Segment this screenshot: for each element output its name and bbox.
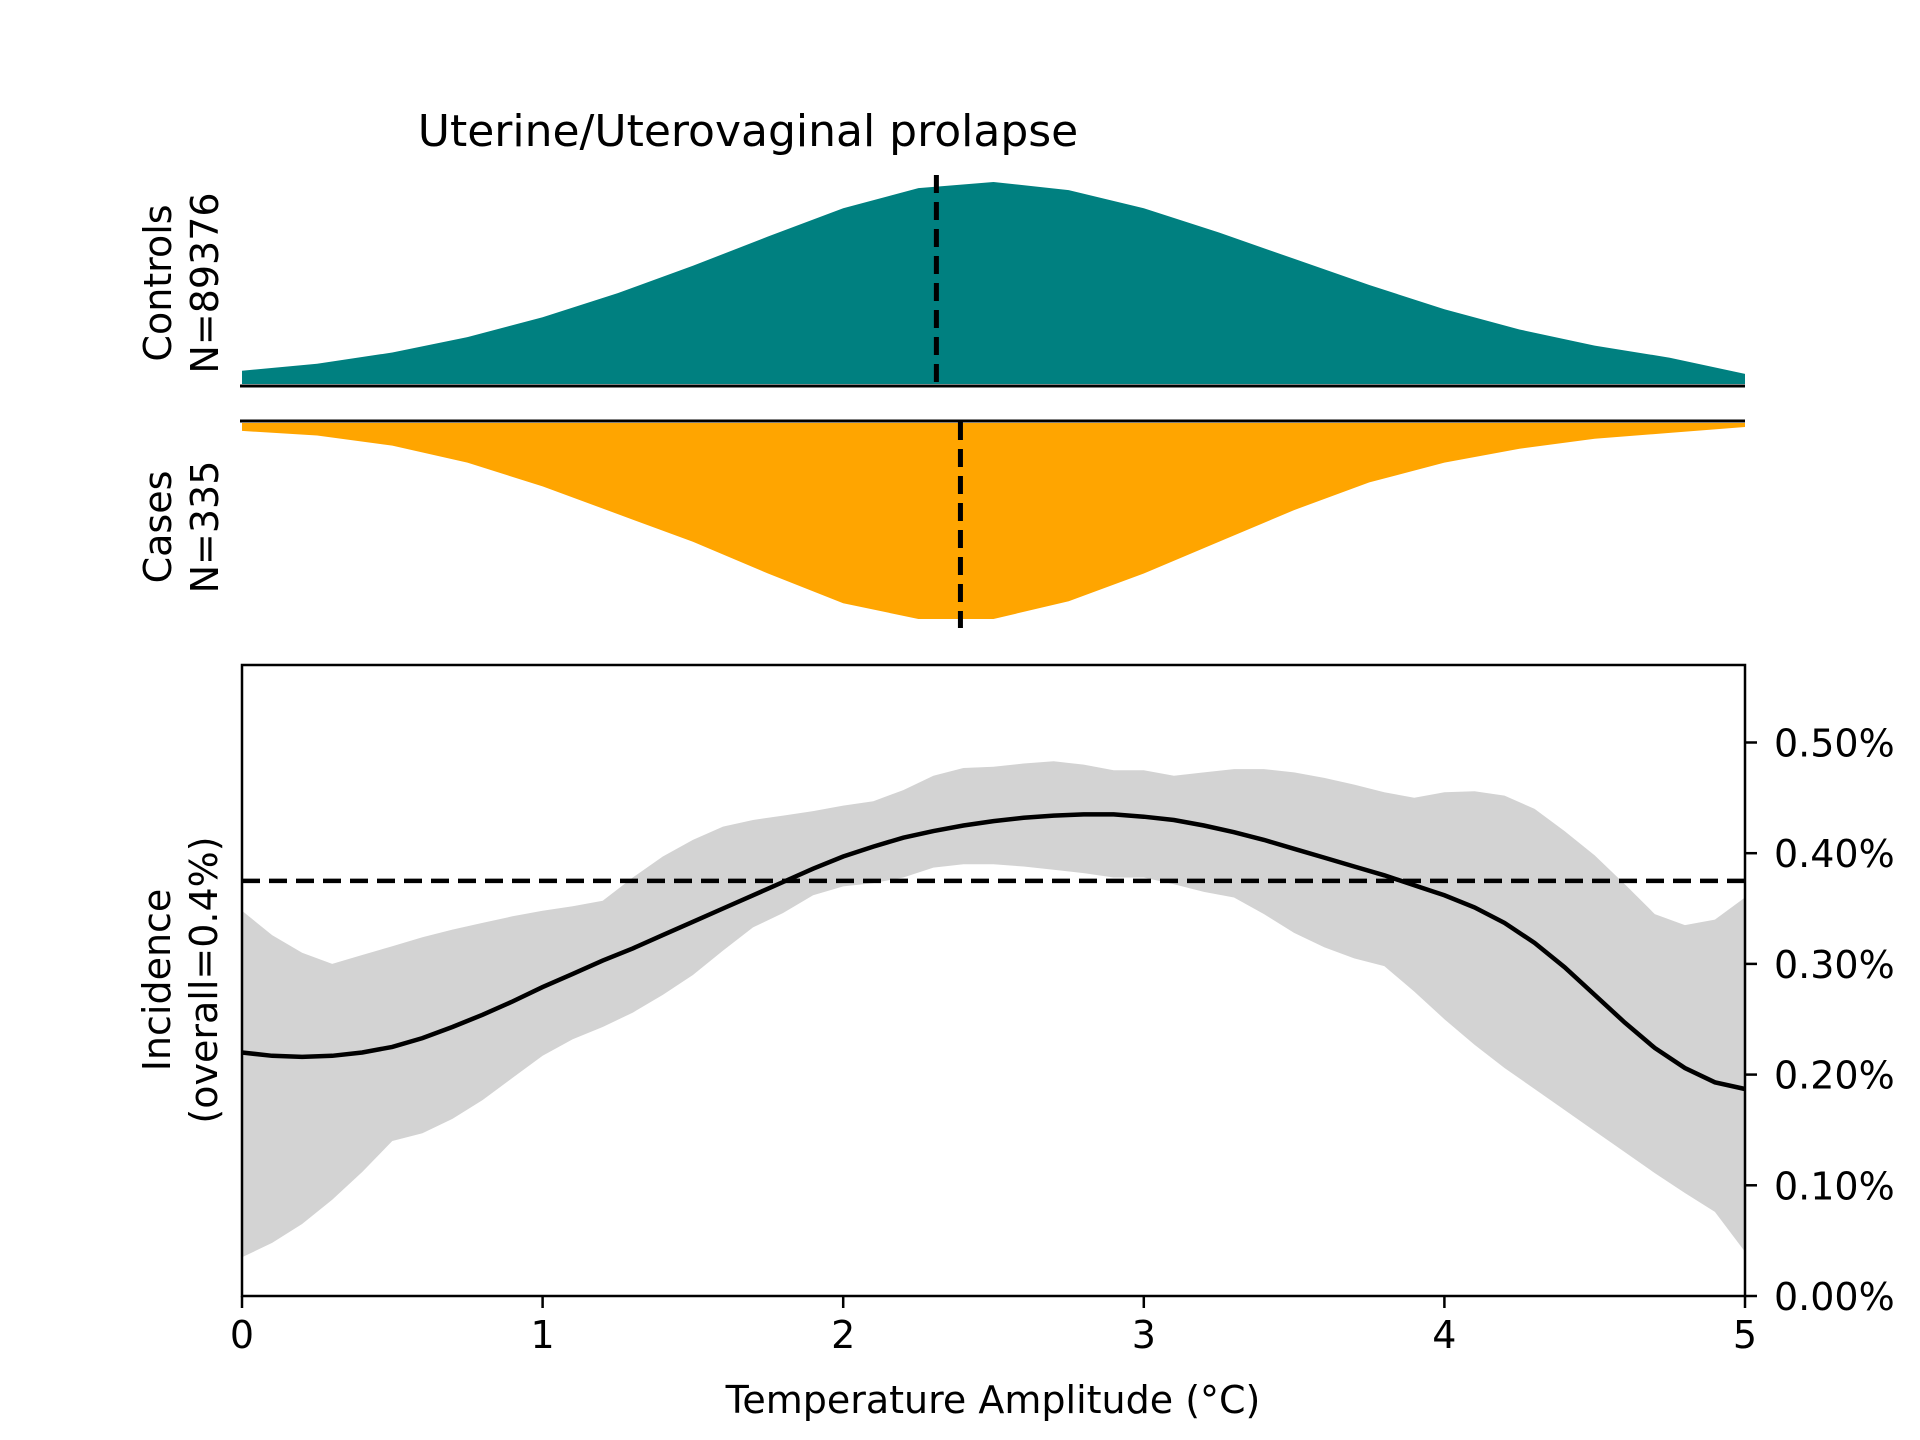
y-axis-ticks: 0.00% 0.10% 0.20% 0.30% 0.40% 0.50% bbox=[1745, 721, 1895, 1319]
x-axis-ticks: 0 1 2 3 4 5 bbox=[230, 1296, 1757, 1357]
y-axis-label: Incidence bbox=[135, 889, 179, 1072]
y-tick-label: 0.20% bbox=[1774, 1054, 1895, 1098]
y-tick-label: 0.10% bbox=[1774, 1164, 1895, 1208]
x-tick-label: 0 bbox=[230, 1313, 254, 1357]
x-tick-label: 4 bbox=[1432, 1313, 1456, 1357]
x-axis-label: Temperature Amplitude (°C) bbox=[725, 1378, 1261, 1422]
cases-label: Cases bbox=[136, 471, 180, 584]
x-tick-label: 2 bbox=[831, 1313, 855, 1357]
controls-panel: Controls N=89376 bbox=[136, 175, 1745, 388]
y-tick-label: 0.00% bbox=[1774, 1275, 1895, 1319]
y-tick-label: 0.30% bbox=[1774, 943, 1895, 987]
x-tick-label: 5 bbox=[1733, 1313, 1757, 1357]
y-tick-label: 0.50% bbox=[1774, 721, 1895, 765]
x-tick-label: 1 bbox=[531, 1313, 555, 1357]
controls-label: Controls bbox=[136, 204, 180, 361]
cases-count-label: N=335 bbox=[183, 461, 227, 594]
chart-title: Uterine/Uterovaginal prolapse bbox=[418, 106, 1079, 157]
controls-count-label: N=89376 bbox=[183, 192, 227, 373]
incidence-line bbox=[241, 812, 1746, 1092]
plot-frame bbox=[240, 663, 1747, 1298]
confidence-band bbox=[242, 761, 1745, 1258]
cases-density-area bbox=[242, 423, 1745, 619]
x-tick-label: 3 bbox=[1132, 1313, 1156, 1357]
incidence-panel: 0 1 2 3 4 5 0.00% 0.10% 0.20% 0.30% 0.40% 0.50% Te… bbox=[135, 663, 1895, 1422]
cases-panel: Cases N=335 bbox=[136, 419, 1745, 628]
controls-density-area bbox=[242, 182, 1745, 384]
y-axis-label-overall: (overall=0.4%) bbox=[182, 836, 226, 1123]
y-tick-label: 0.40% bbox=[1774, 832, 1895, 876]
